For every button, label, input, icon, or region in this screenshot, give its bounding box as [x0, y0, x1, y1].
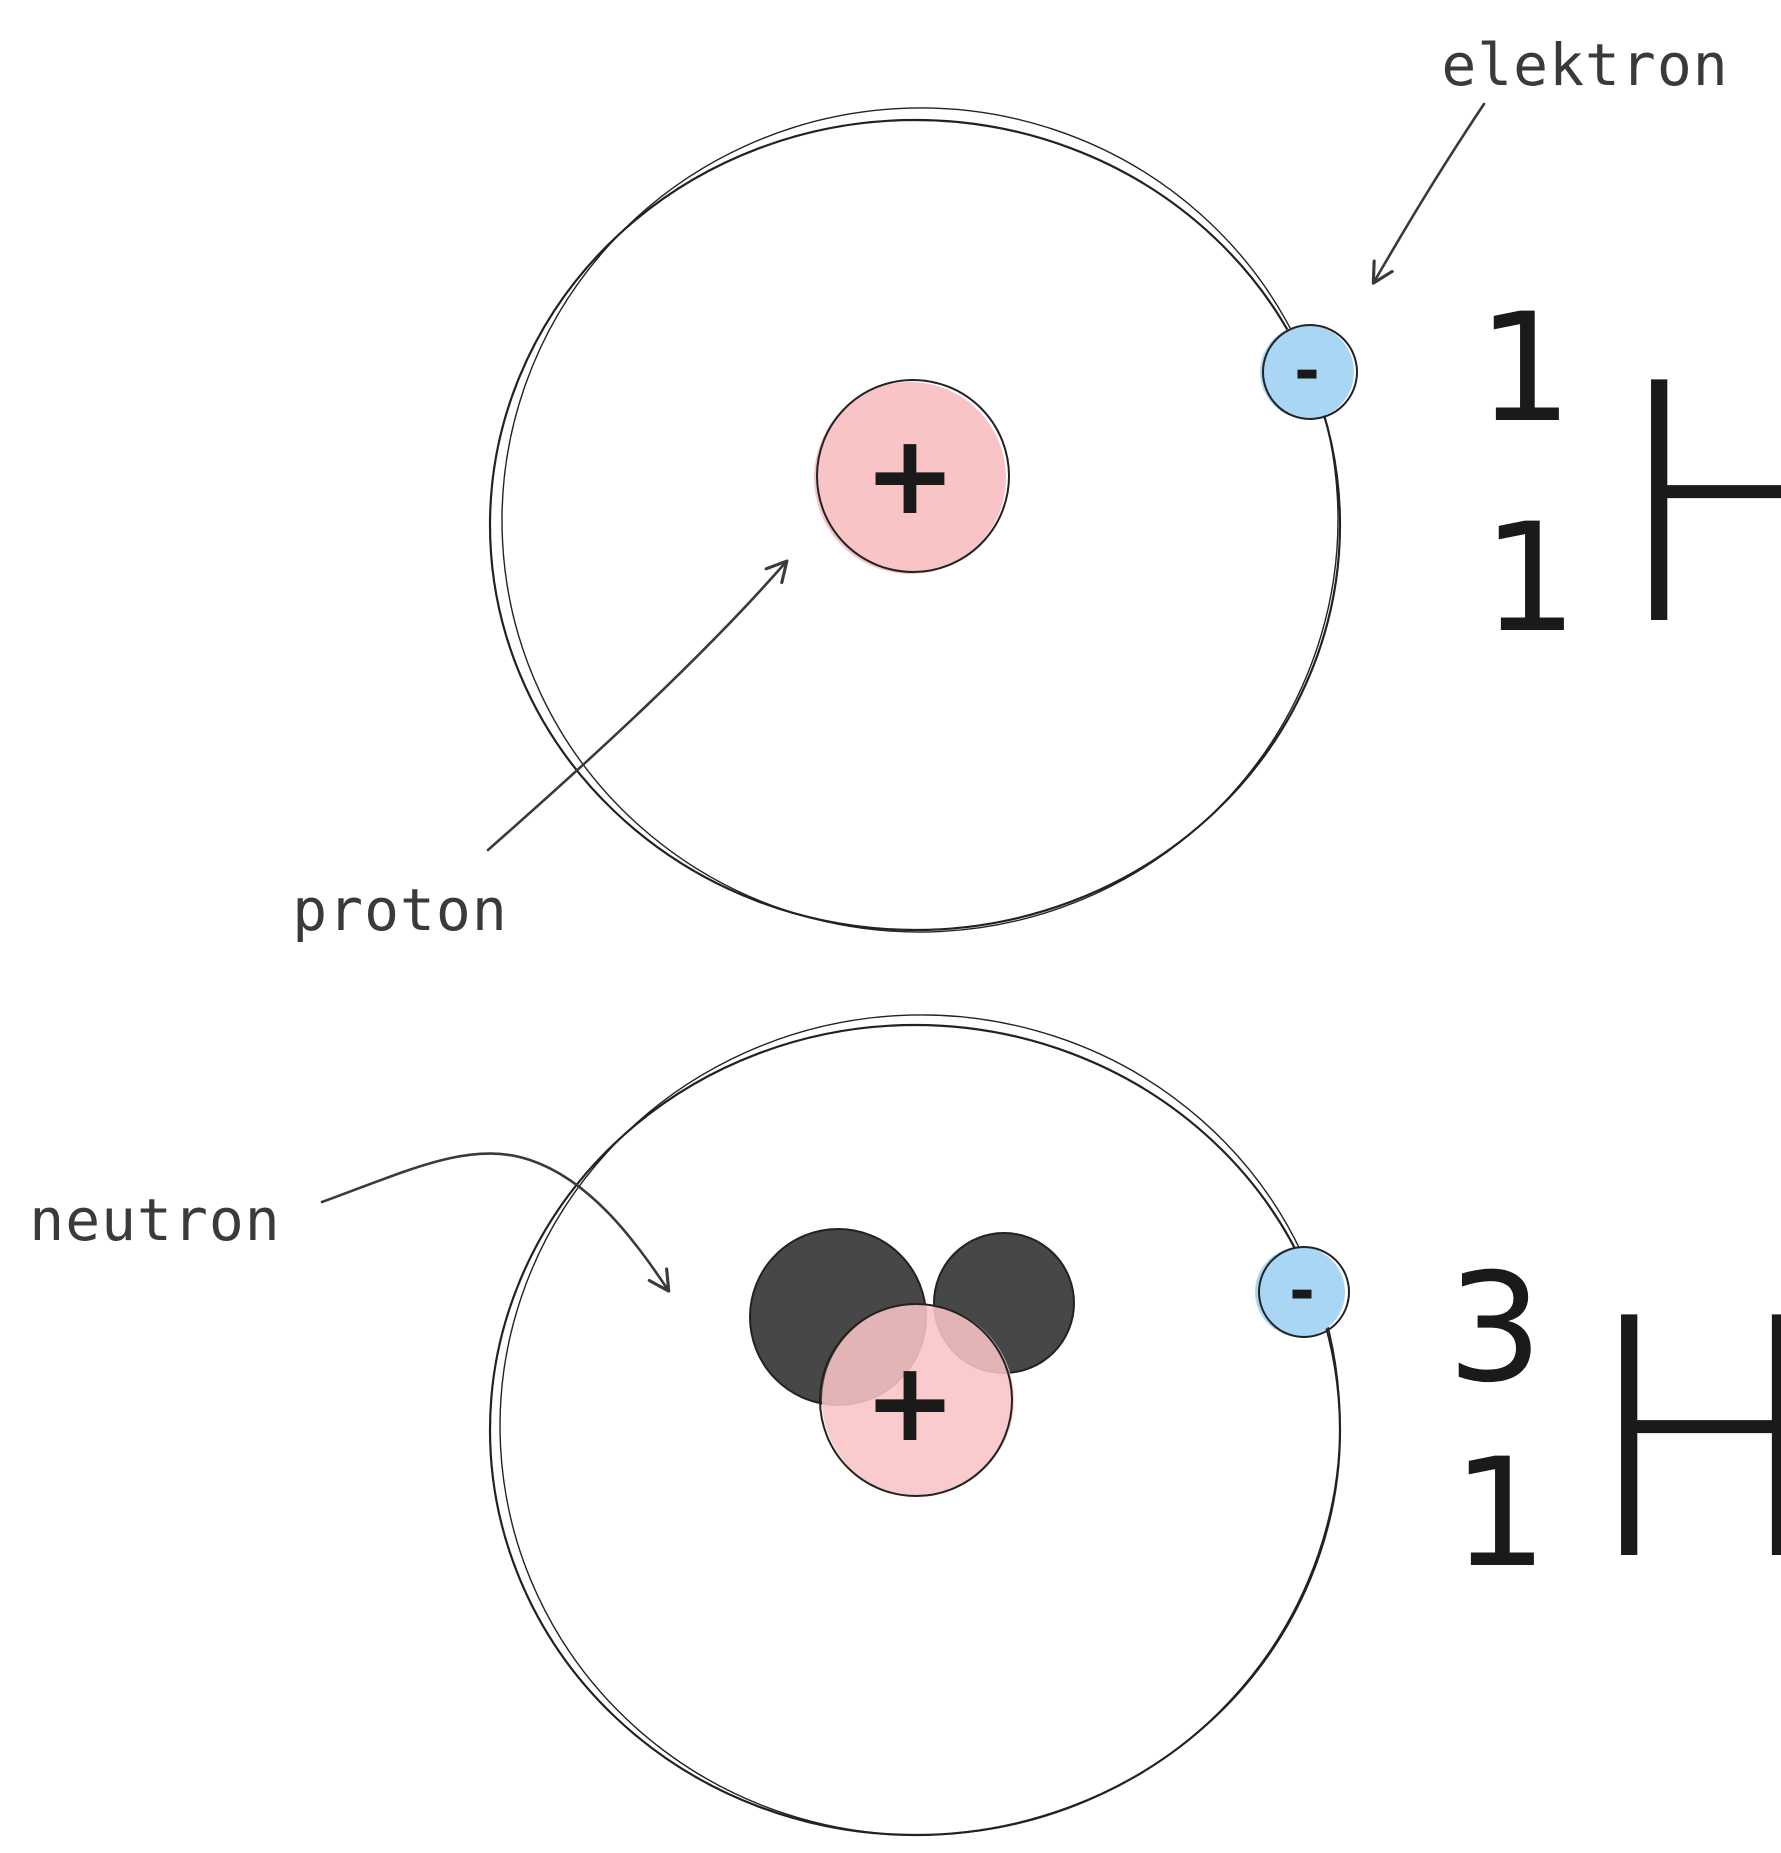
electron-label-group: elektron: [1371, 31, 1728, 285]
proton-label-group: proton: [292, 559, 789, 944]
proton: +: [814, 379, 1010, 574]
neutron-arrow: [320, 1152, 671, 1293]
electron-fill: [1260, 325, 1354, 419]
atomic-number: 1: [1482, 492, 1577, 666]
element-symbol: H: [1581, 1249, 1781, 1633]
electron-orbit-sketch: [501, 107, 1339, 933]
neutron-label-group: neutron: [29, 1152, 671, 1293]
proton-sign: +: [864, 1338, 956, 1466]
electron-orbit: [488, 118, 1342, 932]
mass-number: 1: [1477, 282, 1572, 456]
electron: -: [1255, 1246, 1350, 1338]
nucleus: +: [749, 1228, 1075, 1497]
mass-number: 3: [1447, 1242, 1542, 1416]
electron-sign: -: [1289, 1254, 1315, 1327]
atom-tritium: + - 3 1 H: [488, 1014, 1781, 1837]
electron-outline: [1258, 1246, 1350, 1338]
proton-fill: [814, 382, 1006, 574]
electron-fill: [1255, 1247, 1345, 1337]
proton-sign: +: [864, 411, 956, 539]
atomic-number: 1: [1452, 1427, 1547, 1601]
electron-outline: [1262, 324, 1358, 420]
proton-outline: [816, 379, 1010, 573]
neutron-label: neutron: [29, 1186, 280, 1254]
atom-protium: + - 1 1 H: [488, 107, 1781, 933]
electron-orbit-sketch: [499, 1014, 1341, 1836]
proton-label: proton: [292, 876, 508, 944]
proton-arrow: [486, 559, 789, 852]
nuclide-symbol-tritium: 3 1 H: [1447, 1242, 1781, 1633]
electron: -: [1260, 324, 1358, 420]
electron-arrow: [1371, 102, 1486, 285]
proton: +: [819, 1303, 1014, 1497]
electron-label: elektron: [1441, 31, 1728, 99]
proton-fill: [822, 1304, 1014, 1496]
electron-sign: -: [1294, 334, 1320, 407]
proton-outline: [819, 1303, 1013, 1497]
nuclide-symbol-protium: 1 1 H: [1477, 282, 1781, 698]
element-symbol: H: [1611, 314, 1781, 698]
